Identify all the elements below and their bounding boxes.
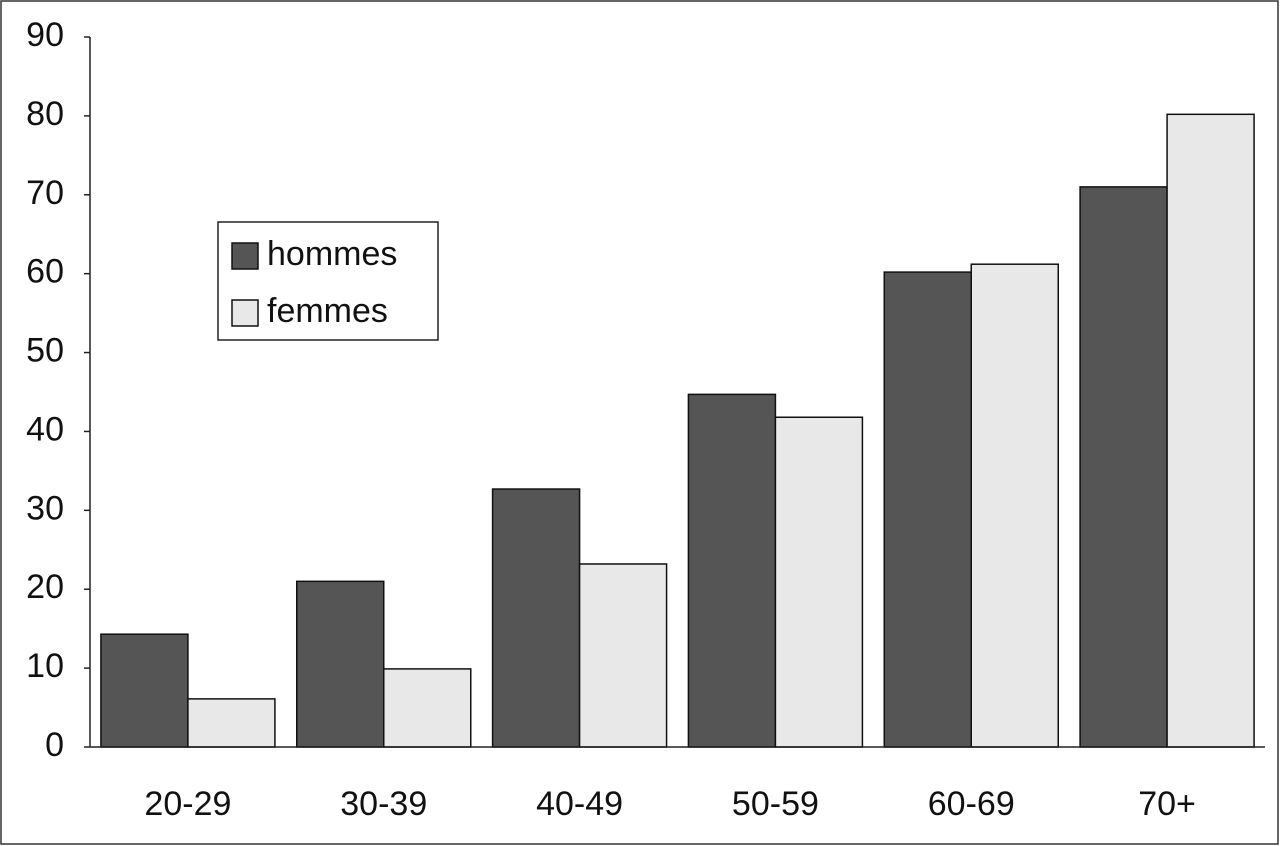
- y-tick-label: 50: [26, 332, 64, 370]
- bar: [383, 668, 472, 748]
- legend-label: femmes: [267, 292, 388, 330]
- y-tick-label: 0: [45, 726, 64, 764]
- y-tick-label: 30: [26, 489, 64, 527]
- bar: [578, 563, 668, 748]
- bar: [1166, 113, 1255, 748]
- x-tick-label: 30-39: [340, 785, 427, 823]
- bar: [296, 580, 385, 748]
- legend-label: hommes: [267, 235, 397, 273]
- y-tick-label: 70: [26, 174, 64, 212]
- legend: hommes femmes: [217, 221, 439, 341]
- legend-swatch: [231, 242, 259, 270]
- bar: [187, 698, 276, 748]
- bar: [491, 488, 581, 748]
- x-tick-label: 40-49: [536, 785, 623, 823]
- bar: [970, 263, 1059, 748]
- bar: [883, 271, 972, 748]
- bar: [687, 393, 777, 748]
- y-tick-label: 40: [26, 410, 64, 448]
- y-tick-label: 20: [26, 568, 64, 606]
- y-tick-label: 90: [26, 16, 64, 54]
- x-tick-label: 60-69: [928, 785, 1015, 823]
- x-tick-label: 50-59: [732, 785, 819, 823]
- bar: [1079, 186, 1168, 748]
- x-tick-label: 20-29: [144, 785, 231, 823]
- bar: [774, 416, 864, 748]
- bar: [100, 633, 189, 748]
- y-tick-label: 80: [26, 95, 64, 133]
- x-tick-label: 70+: [1138, 785, 1196, 823]
- legend-swatch: [231, 299, 259, 327]
- y-tick-label: 10: [26, 647, 64, 685]
- y-tick-label: 60: [26, 253, 64, 291]
